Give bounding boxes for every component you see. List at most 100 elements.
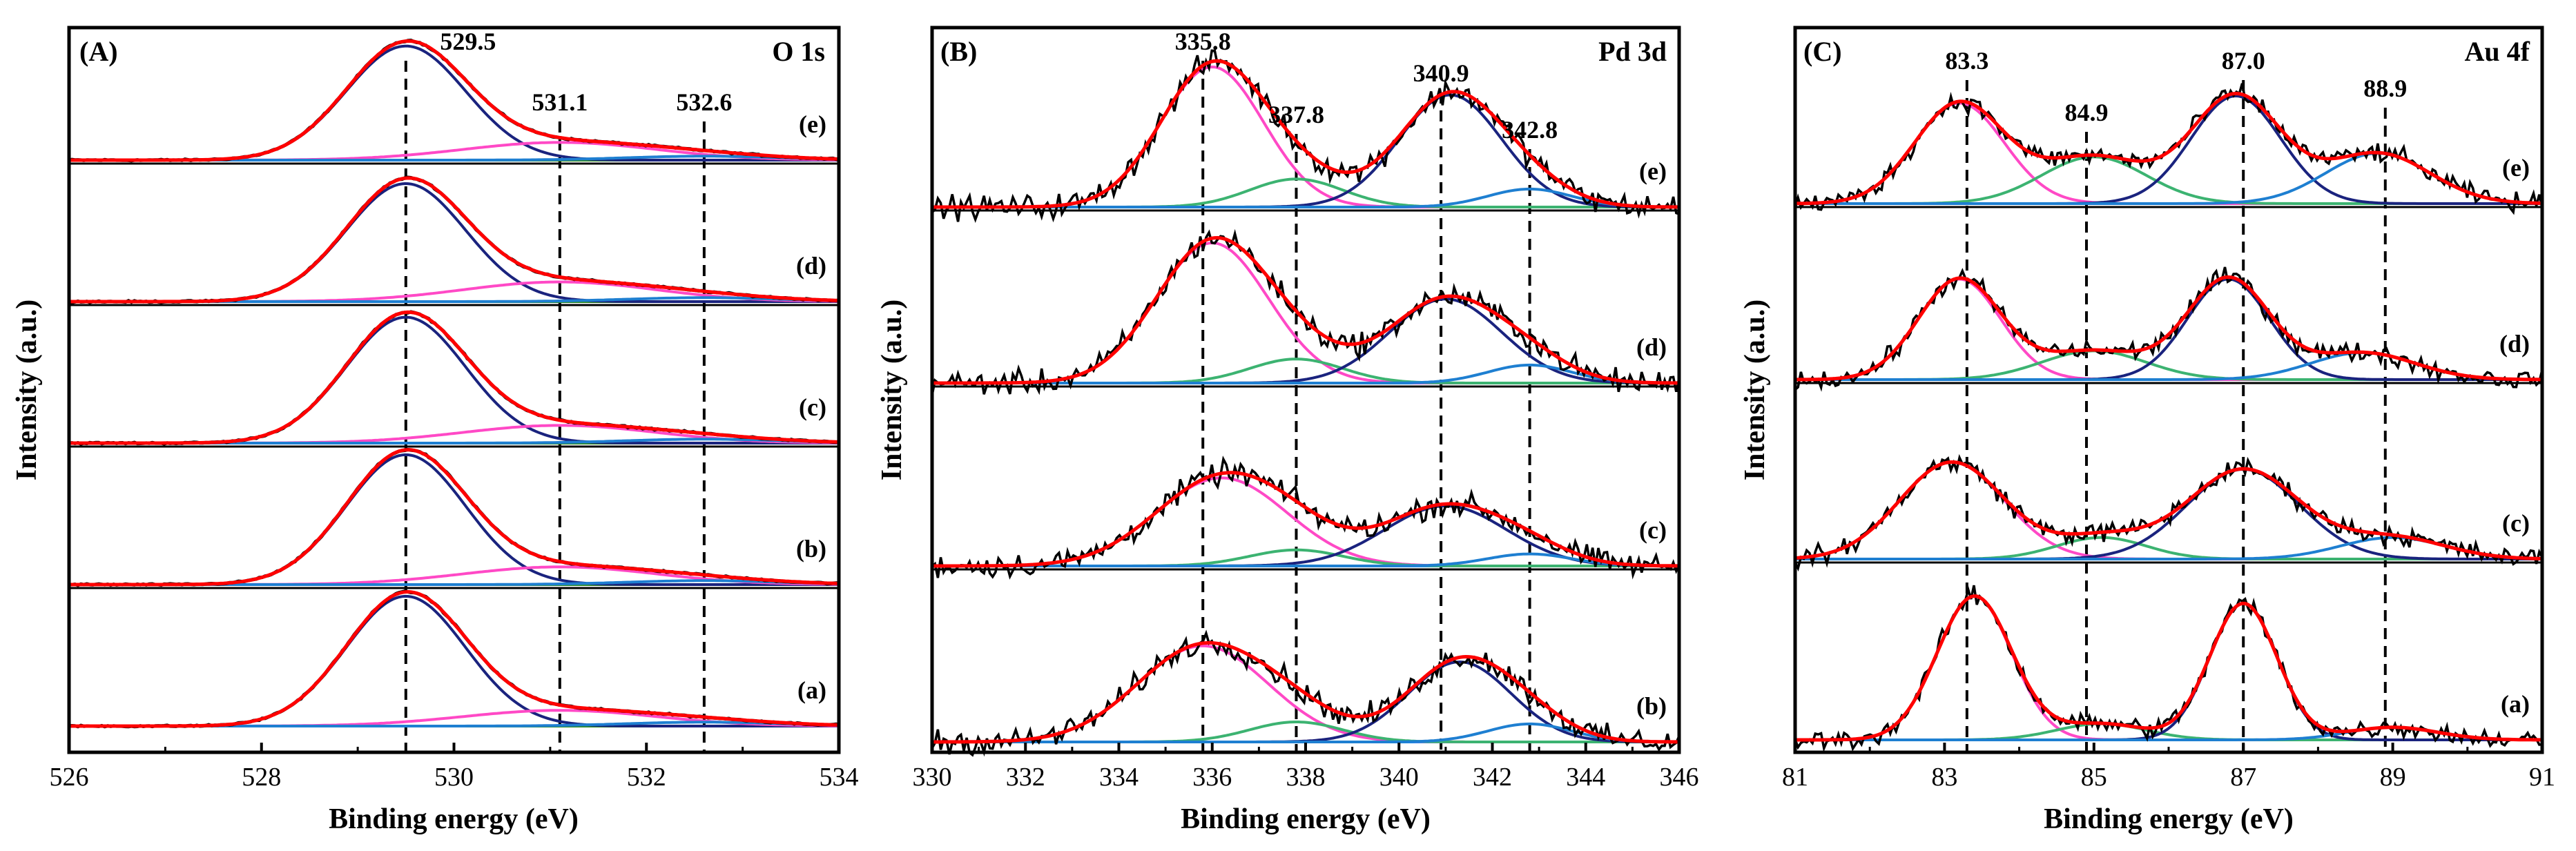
- panel-c-x-ticks: 81 83 85 87 89 91: [1782, 743, 2555, 792]
- spectrum: [931, 629, 1681, 757]
- x-tick-label: 530: [434, 763, 474, 792]
- spectrum-label: (e): [799, 110, 826, 138]
- x-tick-label: 334: [1099, 763, 1139, 792]
- fitted-component-peak: [932, 552, 1679, 567]
- spectrum-label: (e): [2502, 154, 2530, 182]
- panel-b-reference-labels: 335.8 337.8 340.9 342.8: [1175, 28, 1558, 144]
- panel-a-x-label: Binding energy (eV): [329, 803, 579, 835]
- fitted-envelope: [932, 59, 1679, 209]
- panel-a-label: (A): [79, 36, 118, 67]
- spectrum-label: (a): [797, 676, 826, 704]
- spectrum: [931, 228, 1681, 396]
- panel-c-y-label: Intensity (a.u.): [1739, 300, 1771, 481]
- reference-line-label: 335.8: [1175, 28, 1231, 55]
- panel-c-x-label: Binding energy (eV): [2044, 803, 2294, 835]
- spectrum-label: (c): [799, 393, 826, 421]
- spectrum: [1794, 266, 2544, 392]
- spectrum-label: (c): [2502, 509, 2530, 537]
- raw-spectrum: [1794, 585, 2543, 752]
- fitted-envelope: [1795, 91, 2543, 206]
- spectrum-label: (d): [1636, 333, 1667, 361]
- panel-b-spectrum-labels: (e) (d) (c) (b): [1636, 157, 1667, 720]
- spectrum: [931, 49, 1680, 223]
- panel-b: 330 332 334 336 338 340 342 344 346 335.8 337.8 34…: [876, 26, 1699, 835]
- panel-c-curves: [1794, 80, 2544, 752]
- spectrum-label: (c): [1639, 516, 1667, 544]
- x-tick-label: 87: [2230, 763, 2256, 792]
- x-tick-label: 344: [1566, 763, 1605, 792]
- panel-b-title: Pd 3d: [1598, 36, 1667, 67]
- x-tick-label: 85: [2081, 763, 2107, 792]
- x-tick-label: 83: [1931, 763, 1957, 792]
- panel-a-curves: [68, 38, 840, 752]
- x-tick-label: 532: [627, 763, 666, 792]
- spectrum: [1794, 83, 2544, 215]
- fitted-envelope: [932, 471, 1679, 568]
- panel-b-label: (B): [940, 36, 977, 67]
- spectrum-label: (b): [796, 535, 826, 563]
- reference-line-label: 83.3: [1945, 47, 1988, 75]
- spectrum-label: (d): [2499, 330, 2530, 358]
- panel-c: 81 83 85 87 89 91 83.384.987.088.9 (e)(d)(c)(…: [1739, 26, 2555, 835]
- spectrum: [68, 589, 840, 729]
- panel-a-x-ticks: 526 528 530 532 534: [50, 743, 859, 792]
- x-tick-label: 340: [1379, 763, 1419, 792]
- panel-b-curves: [931, 49, 1681, 757]
- spectrum-label: (e): [1639, 157, 1667, 185]
- fitted-envelope: [932, 640, 1679, 744]
- reference-line-label: 342.8: [1502, 116, 1558, 144]
- panel-a-reference-labels: 529.5 531.1 532.6: [440, 28, 732, 116]
- reference-line-label: 88.9: [2363, 75, 2407, 102]
- fitted-envelope: [69, 589, 840, 728]
- reference-line-label: 340.9: [1413, 59, 1469, 87]
- spectrum: [68, 175, 840, 304]
- spectrum-label: (a): [2501, 690, 2530, 718]
- fitted-envelope: [69, 176, 840, 304]
- panel-c-label: (C): [1803, 36, 1842, 67]
- x-tick-label: 338: [1286, 763, 1326, 792]
- x-tick-label: 534: [820, 763, 859, 792]
- panel-b-x-ticks: 330 332 334 336 338 340 342 344 346: [913, 743, 1699, 792]
- x-tick-label: 346: [1660, 763, 1699, 792]
- panel-a: 526 528 530 532 534 529.5 531.1 532.6 (e) (d) (c…: [11, 26, 859, 835]
- fitted-envelope: [1795, 594, 2542, 742]
- panel-c-spectrum-labels: (e) (d) (c) (a): [2499, 154, 2530, 718]
- fitted-envelope: [69, 39, 840, 162]
- x-tick-label: 81: [1782, 763, 1808, 792]
- spectrum: [1794, 453, 2544, 572]
- fitted-envelope: [1794, 275, 2542, 382]
- panel-b-x-label: Binding energy (eV): [1181, 803, 1431, 835]
- x-tick-label: 91: [2529, 763, 2555, 792]
- spectrum-label: (b): [1636, 692, 1667, 720]
- spectrum: [1794, 585, 2543, 752]
- reference-line-label: 532.6: [676, 88, 732, 116]
- x-tick-label: 336: [1192, 763, 1232, 792]
- reference-line-label: 84.9: [2064, 99, 2108, 126]
- reference-line-label: 337.8: [1268, 101, 1324, 128]
- spectrum: [68, 447, 840, 587]
- panel-a-spectrum-labels: (e) (d) (c) (b) (a): [796, 110, 826, 704]
- reference-line-label: 531.1: [532, 88, 588, 116]
- x-tick-label: 528: [242, 763, 281, 792]
- spectrum: [68, 310, 840, 446]
- panel-a-y-label: Intensity (a.u.): [11, 300, 43, 481]
- x-tick-label: 330: [913, 763, 952, 792]
- x-tick-label: 89: [2380, 763, 2406, 792]
- spectrum: [68, 38, 840, 163]
- spectrum: [931, 456, 1681, 580]
- panel-a-title: O 1s: [772, 36, 825, 67]
- panel-b-y-label: Intensity (a.u.): [876, 300, 908, 481]
- reference-line-label: 87.0: [2222, 47, 2265, 75]
- reference-line-label: 529.5: [440, 28, 496, 55]
- fitted-envelope: [932, 235, 1679, 385]
- panel-c-title: Au 4f: [2465, 36, 2530, 67]
- x-tick-label: 342: [1473, 763, 1512, 792]
- spectrum-label: (d): [796, 252, 826, 280]
- panel-c-reference-labels: 83.3 84.9 87.0 88.9: [1945, 47, 2407, 126]
- x-tick-label: 332: [1006, 763, 1045, 792]
- fitted-envelope: [69, 448, 840, 587]
- fitted-envelope: [1794, 460, 2543, 560]
- fitted-envelope: [69, 310, 840, 445]
